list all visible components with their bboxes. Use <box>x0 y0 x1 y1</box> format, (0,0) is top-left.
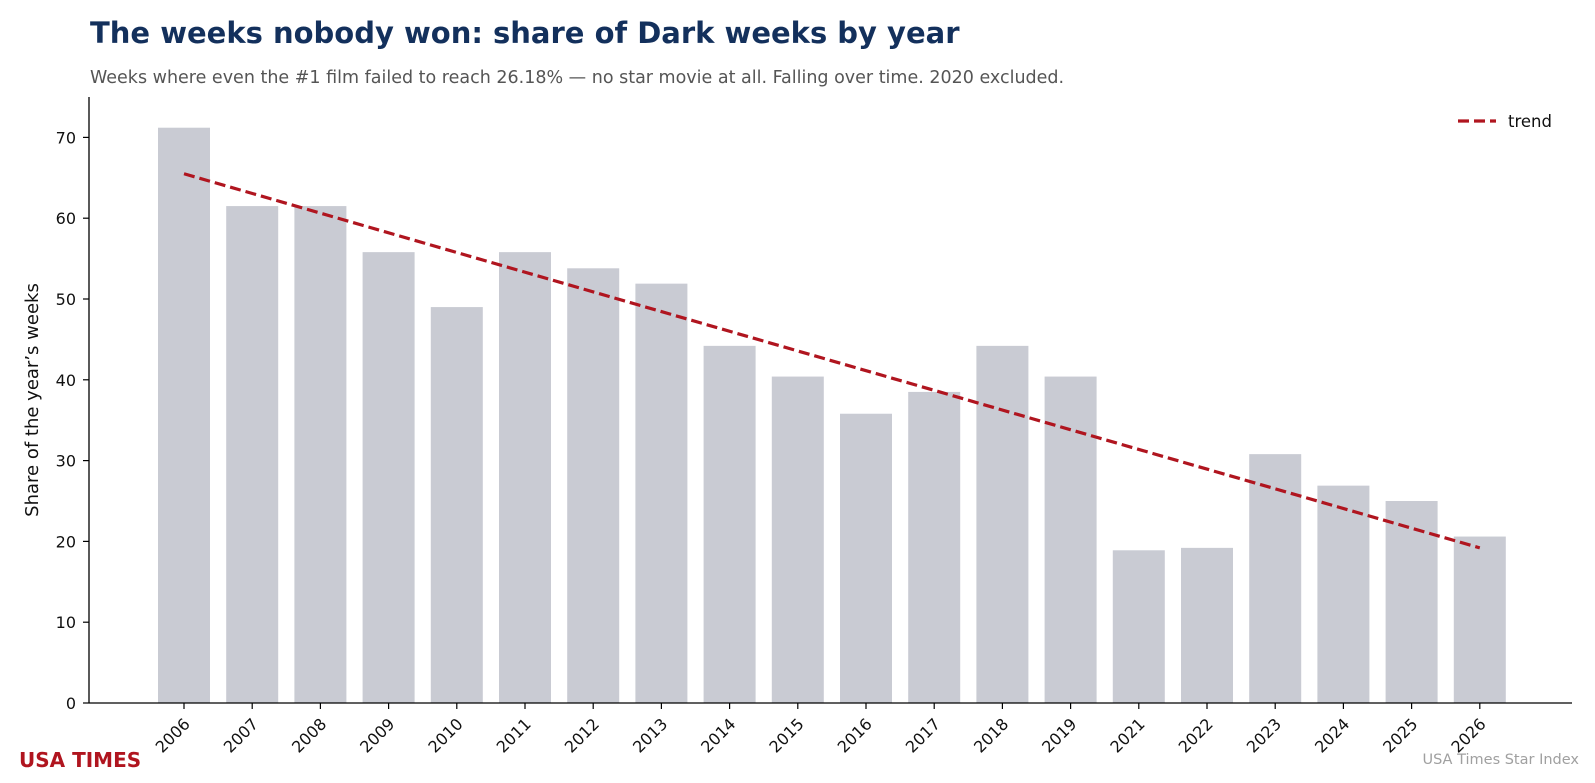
x-tick-label: 2021 <box>1106 714 1148 756</box>
x-tick-label: 2012 <box>561 714 603 756</box>
x-tick-label: 2010 <box>424 714 466 756</box>
brand-logo: USA TIMES <box>19 748 142 772</box>
bar-2011 <box>499 252 551 704</box>
x-tick-label: 2011 <box>493 714 535 756</box>
bar-2014 <box>703 345 756 703</box>
x-tick-label: 2023 <box>1243 714 1285 756</box>
y-tick-label: 50 <box>56 290 76 309</box>
bar-2025 <box>1385 501 1438 703</box>
bar-2007 <box>226 206 279 703</box>
bar-2019 <box>1044 376 1097 703</box>
x-tick-label: 2007 <box>220 714 262 756</box>
y-tick-label: 10 <box>56 613 76 632</box>
source-credit: USA Times Star Index <box>1422 752 1579 768</box>
x-tick-label: 2006 <box>152 714 194 756</box>
chart-title: The weeks nobody won: share of Dark week… <box>90 16 960 50</box>
y-tick-label: 20 <box>56 532 76 551</box>
bar-2010 <box>430 307 483 703</box>
chart-subtitle: Weeks where even the #1 film failed to r… <box>90 68 1065 88</box>
x-tick-label: 2008 <box>288 714 330 756</box>
x-tick-label: 2022 <box>1175 714 1217 756</box>
trend-line-group <box>183 172 1481 550</box>
y-axis-title: Share of the year’s weeks <box>22 283 43 517</box>
bar-2024 <box>1317 485 1370 703</box>
y-tick-label: 60 <box>56 209 76 228</box>
bar-2006 <box>158 127 210 704</box>
bar-2023 <box>1249 454 1302 703</box>
x-tick-label: 2024 <box>1311 714 1353 756</box>
x-tick-label: 2025 <box>1379 714 1421 756</box>
bar-2008 <box>294 206 347 703</box>
y-tick-label: 30 <box>56 452 76 471</box>
bar-2013 <box>635 283 688 703</box>
y-tick-label: 0 <box>66 694 76 713</box>
bar-2018 <box>976 345 1029 703</box>
y-tick-label: 70 <box>56 128 76 147</box>
bar-2009 <box>362 252 415 704</box>
bars-group <box>158 127 1506 704</box>
x-tick-label: 2019 <box>1038 714 1080 756</box>
x-tick-label: 2013 <box>629 714 671 756</box>
bar-2021 <box>1112 550 1165 703</box>
bar-2017 <box>908 391 961 703</box>
y-tick-label: 40 <box>56 371 76 390</box>
bar-2012 <box>567 268 620 703</box>
bar-2015 <box>771 376 824 703</box>
x-tick-label: 2026 <box>1447 714 1489 756</box>
bar-2026 <box>1453 536 1506 703</box>
trend-line <box>183 172 1481 550</box>
x-tick-label: 2016 <box>834 714 876 756</box>
x-tick-label: 2015 <box>765 714 807 756</box>
legend-trend-label: trend <box>1508 112 1552 131</box>
x-tick-label: 2017 <box>902 714 944 756</box>
x-tick-label: 2018 <box>970 714 1012 756</box>
x-tick-label: 2014 <box>697 714 739 756</box>
bar-2022 <box>1181 547 1233 703</box>
legend: trend <box>1458 112 1552 131</box>
x-tick-label: 2009 <box>356 714 398 756</box>
bar-2016 <box>840 413 892 703</box>
